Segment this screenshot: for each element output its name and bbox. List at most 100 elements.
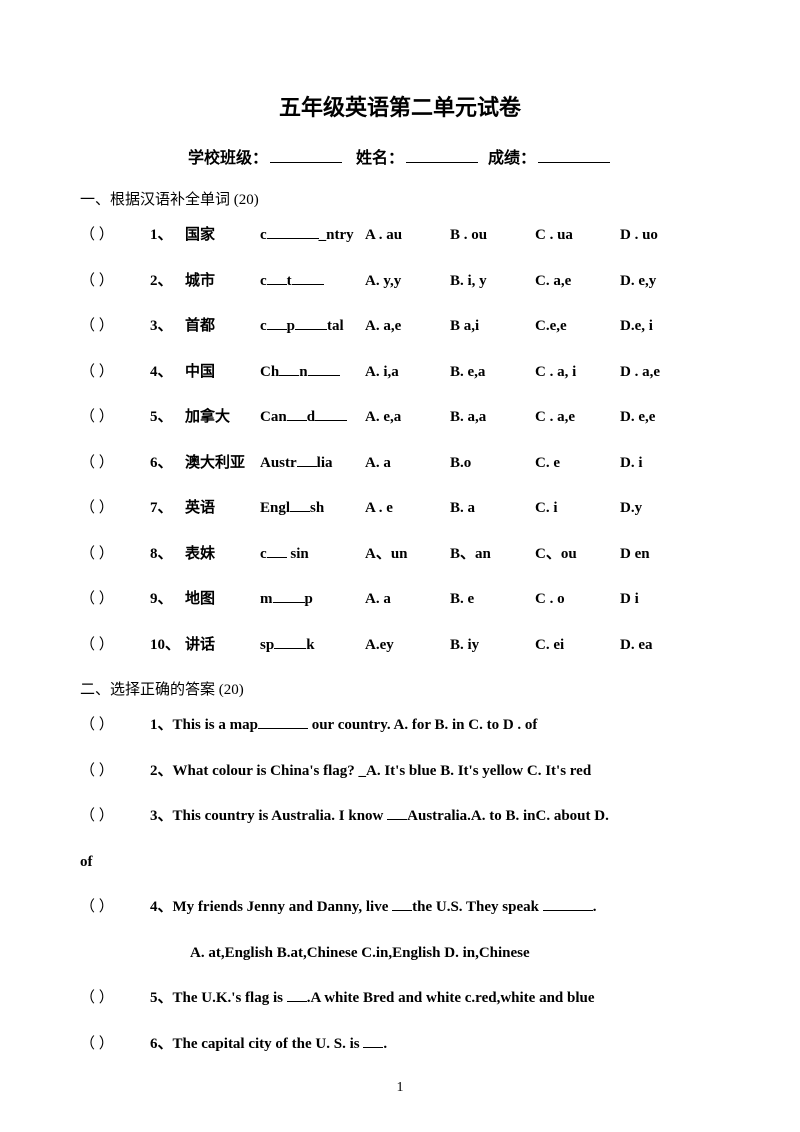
- q-chinese: 中国: [185, 360, 260, 386]
- opt-b: B. a,a: [450, 405, 535, 431]
- opt-b: B. a: [450, 496, 535, 522]
- blank: [543, 910, 593, 911]
- opt-c: C.e,e: [535, 314, 620, 340]
- opt-a: A、un: [365, 542, 450, 568]
- page-number: 1: [0, 1080, 800, 1096]
- name-blank: [406, 149, 478, 163]
- opt-d: D i: [620, 587, 705, 613]
- q-word: c_ntry: [260, 223, 365, 249]
- page-title: 五年级英语第二单元试卷: [80, 90, 720, 122]
- q-text: .A white Bred and white c.red,white and …: [307, 990, 595, 1006]
- paren: （ ）: [80, 1032, 150, 1058]
- q-num: 4、: [150, 360, 185, 386]
- q-word: Cand: [260, 405, 365, 431]
- question-row: （ ）9、地图mpA. aB. eC . oD i: [80, 587, 720, 613]
- opt-c: C . o: [535, 587, 620, 613]
- opt-b: B. iy: [450, 633, 535, 659]
- question-row: （ ）1、国家c_ntryA . auB . ouC . uaD . uo: [80, 223, 720, 249]
- q-chinese: 首都: [185, 314, 260, 340]
- q-word: mp: [260, 587, 365, 613]
- opt-c: C. ei: [535, 633, 620, 659]
- opt-c: C . ua: [535, 223, 620, 249]
- q-word: cptal: [260, 314, 365, 340]
- s2-q5: （ ）5、The U.K.'s flag is .A white Bred an…: [80, 986, 720, 1012]
- opt-d: D en: [620, 542, 705, 568]
- opt-a: A . au: [365, 223, 450, 249]
- q-num: 1、: [150, 223, 185, 249]
- q-chinese: 英语: [185, 496, 260, 522]
- s2-q4-opts: A. at,English B.at,Chinese C.in,English …: [80, 941, 720, 967]
- q-num: 5、: [150, 990, 173, 1006]
- q-chinese: 讲话: [185, 633, 260, 659]
- opt-a: A. y,y: [365, 269, 450, 295]
- blank: [363, 1047, 383, 1048]
- paren: （ ）: [80, 633, 150, 659]
- q-num: 3、: [150, 314, 185, 340]
- q-chinese: 城市: [185, 269, 260, 295]
- section1-rows: （ ）1、国家c_ntryA . auB . ouC . uaD . uo（ ）…: [80, 223, 720, 658]
- name-label: 姓名：: [356, 150, 404, 167]
- q-word: Chn: [260, 360, 365, 386]
- section2-heading: 二、选择正确的答案 (20): [80, 678, 720, 699]
- paren: （ ）: [80, 223, 150, 249]
- opt-c: C . a, i: [535, 360, 620, 386]
- q-num: 10、: [150, 633, 185, 659]
- question-row: （ ）2、城市ctA. y,yB. i, yC. a,eD. e,y: [80, 269, 720, 295]
- opt-d: D.y: [620, 496, 705, 522]
- q-text: .: [593, 899, 597, 915]
- paren: （ ）: [80, 587, 150, 613]
- paren: （ ）: [80, 451, 150, 477]
- section1-heading: 一、根据汉语补全单词 (20): [80, 188, 720, 209]
- opt-c: C. a,e: [535, 269, 620, 295]
- q-num: 9、: [150, 587, 185, 613]
- opt-b: B. e,a: [450, 360, 535, 386]
- opt-b: B. i, y: [450, 269, 535, 295]
- paren: （ ）: [80, 360, 150, 386]
- opt-a: A. a: [365, 451, 450, 477]
- question-row: （ ）5、加拿大CandA. e,aB. a,aC . a,eD. e,e: [80, 405, 720, 431]
- opt-c: C. e: [535, 451, 620, 477]
- q-chinese: 加拿大: [185, 405, 260, 431]
- blank: [258, 728, 308, 729]
- q-word: Austrlia: [260, 451, 365, 477]
- opt-d: D. ea: [620, 633, 705, 659]
- opt-c: C、ou: [535, 542, 620, 568]
- q-chinese: 表妹: [185, 542, 260, 568]
- paren: （ ）: [80, 269, 150, 295]
- opt-d: D.e, i: [620, 314, 705, 340]
- paren: （ ）: [80, 804, 150, 830]
- opt-a: A. a,e: [365, 314, 450, 340]
- q-num: 6、: [150, 451, 185, 477]
- paren: （ ）: [80, 713, 150, 739]
- question-row: （ ）7、英语EnglshA . eB. aC. iD.y: [80, 496, 720, 522]
- opt-d: D. i: [620, 451, 705, 477]
- opt-a: A . e: [365, 496, 450, 522]
- opt-b: B a,i: [450, 314, 535, 340]
- paren: （ ）: [80, 542, 150, 568]
- opt-a: A. e,a: [365, 405, 450, 431]
- question-row: （ ）3、首都cptalA. a,eB a,iC.e,eD.e, i: [80, 314, 720, 340]
- school-blank: [270, 149, 342, 163]
- opt-a: A. i,a: [365, 360, 450, 386]
- paren: （ ）: [80, 314, 150, 340]
- q-text: Australia.A. to B. inC. about D.: [407, 808, 609, 824]
- q-num: 7、: [150, 496, 185, 522]
- q-num: 8、: [150, 542, 185, 568]
- q-chinese: 国家: [185, 223, 260, 249]
- q-word: ct: [260, 269, 365, 295]
- paren: （ ）: [80, 496, 150, 522]
- opt-c: C. i: [535, 496, 620, 522]
- opt-d: D. e,e: [620, 405, 705, 431]
- q-text: our country. A. for B. in C. to D . of: [308, 717, 537, 733]
- q-num: 2、: [150, 763, 173, 779]
- paren: （ ）: [80, 405, 150, 431]
- opt-c: C . a,e: [535, 405, 620, 431]
- score-blank: [538, 149, 610, 163]
- q-word: c sin: [260, 542, 365, 568]
- q-chinese: 地图: [185, 587, 260, 613]
- q-word: Englsh: [260, 496, 365, 522]
- score-label: 成绩：: [488, 150, 536, 167]
- header-line: 学校班级： 姓名： 成绩：: [80, 144, 720, 168]
- q-num: 5、: [150, 405, 185, 431]
- q-num: 6、: [150, 1036, 173, 1052]
